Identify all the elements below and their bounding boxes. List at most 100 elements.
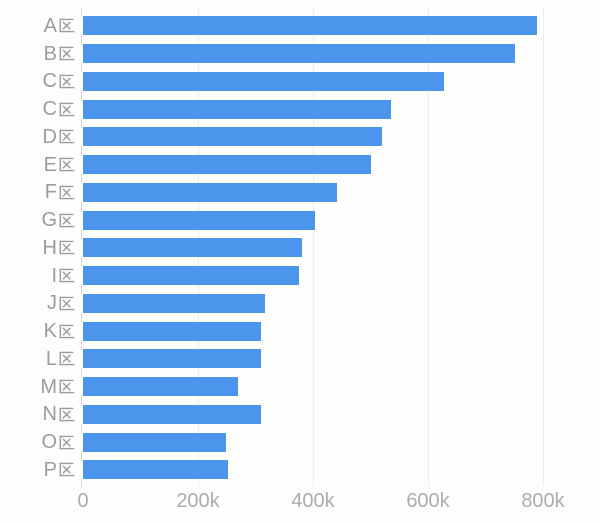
category-letter: P (43, 458, 57, 481)
bar (83, 155, 371, 175)
y-axis-tick (81, 312, 82, 322)
y-axis-tick (81, 285, 82, 295)
bar (83, 460, 229, 480)
category-letter: J (47, 292, 57, 315)
bar-row: A (0, 12, 600, 40)
y-axis-tick (81, 63, 82, 73)
category-label: H (0, 238, 75, 258)
bar (83, 71, 444, 91)
category-letter: H (42, 236, 57, 259)
bar-row: O (0, 428, 600, 456)
bar-row: J (0, 290, 600, 318)
category-letter: C (42, 98, 57, 121)
x-axis-label-600k: 600k (406, 490, 450, 512)
bar (83, 293, 266, 313)
bar-row: G (0, 206, 600, 234)
bar-row: N (0, 401, 600, 429)
bar-row: I (0, 262, 600, 290)
category-label: C (0, 71, 75, 91)
y-axis-tick (81, 201, 82, 211)
category-letter: L (45, 347, 57, 370)
category-letter: I (51, 264, 57, 287)
y-axis-tick (81, 146, 82, 156)
y-axis-tick (81, 7, 82, 17)
bar-row: K (0, 317, 600, 345)
category-letter: A (43, 14, 57, 37)
bar (83, 44, 516, 64)
bar (83, 377, 238, 397)
gridline-600000 (428, 8, 429, 486)
qu-district-character-glyph (59, 379, 75, 394)
bar (83, 432, 226, 452)
category-label: C (0, 99, 75, 119)
y-axis-tick (81, 451, 82, 461)
y-axis-tick (81, 229, 82, 239)
qu-district-character-glyph (59, 46, 75, 61)
qu-district-character-glyph (59, 157, 75, 172)
bar (83, 238, 302, 258)
bar-row: C (0, 95, 600, 123)
x-axis: 0 200k 400k 600k 800k (0, 488, 600, 518)
y-axis-tick (81, 479, 82, 489)
bar-row: C (0, 68, 600, 96)
y-axis-tick (81, 257, 82, 267)
bar (83, 99, 391, 119)
x-axis-label-200k: 200k (176, 490, 220, 512)
bar-row: P (0, 456, 600, 484)
qu-district-character-glyph (59, 435, 75, 449)
category-label: L (0, 349, 75, 369)
bar-row: M (0, 373, 600, 401)
qu-district-character-glyph (59, 213, 75, 227)
bar-row: H (0, 234, 600, 262)
qu-district-character-glyph (59, 19, 75, 33)
y-axis-tick (81, 174, 82, 184)
category-letter: N (42, 403, 57, 426)
qu-district-character-glyph (59, 102, 75, 116)
bar (83, 127, 382, 147)
x-axis-label-400k: 400k (291, 490, 335, 512)
bar (83, 404, 261, 424)
y-axis-tick (81, 396, 82, 406)
bar-row: D (0, 123, 600, 151)
category-label: N (0, 404, 75, 424)
category-label: D (0, 127, 75, 147)
category-label: K (0, 321, 75, 341)
qu-district-character-glyph (59, 296, 75, 311)
category-letter: E (43, 153, 57, 176)
category-letter: C (42, 70, 57, 93)
y-axis-tick (81, 368, 82, 378)
category-label: A (0, 16, 75, 36)
bar-row: L (0, 345, 600, 373)
category-label: M (0, 377, 75, 397)
x-axis-label-0: 0 (77, 490, 89, 512)
gridline-400000 (313, 8, 314, 486)
qu-district-character-glyph (59, 130, 75, 144)
category-label: I (0, 266, 75, 286)
category-letter: O (41, 431, 57, 454)
bar (83, 349, 261, 369)
category-letter: M (40, 375, 57, 398)
category-letter: G (41, 209, 57, 232)
category-label: O (0, 432, 75, 452)
qu-district-character-glyph (59, 185, 75, 200)
y-axis-tick (81, 340, 82, 350)
category-label: P (0, 460, 75, 480)
bar-row: B (0, 40, 600, 68)
bar-row: E (0, 151, 600, 179)
bar-row: F (0, 179, 600, 207)
gridline-800000 (543, 8, 544, 486)
category-label: G (0, 210, 75, 230)
qu-district-character-glyph (59, 324, 75, 338)
qu-district-character-glyph (59, 407, 75, 422)
y-axis-tick (81, 35, 82, 45)
bar-rows: A B C C (0, 12, 600, 484)
bar (83, 210, 315, 230)
category-label: J (0, 293, 75, 313)
x-axis-label-800k: 800k (521, 490, 565, 512)
y-axis-tick (81, 423, 82, 433)
category-label: F (0, 182, 75, 202)
y-axis-tick (81, 118, 82, 128)
qu-district-character-glyph (59, 241, 75, 255)
qu-district-character-glyph (59, 463, 75, 477)
category-letter: D (42, 125, 57, 148)
